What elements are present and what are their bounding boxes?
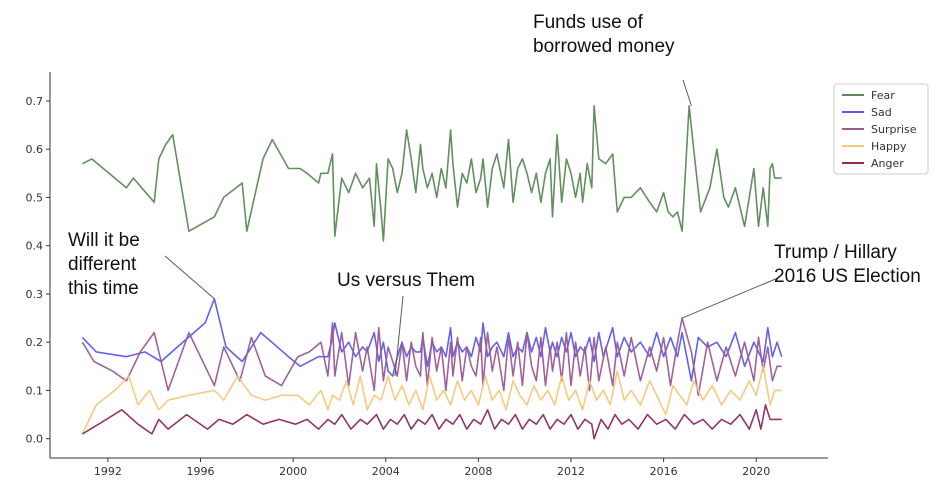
annotation-arrow [681,277,779,319]
x-tick-label: 1996 [187,465,215,478]
legend-label: Happy [871,140,907,153]
y-tick-label: 0.7 [26,95,44,108]
annotation-arrow [164,255,215,300]
annotation-text: this time [68,278,139,299]
annotation-arrow [394,295,404,377]
x-tick-label: 2016 [650,465,678,478]
legend-label: Sad [871,106,892,119]
series-line-sad [81,297,783,382]
series-line-surprise [81,317,782,397]
annotation-text: borrowed money [533,36,675,57]
series-line-happy [81,365,782,435]
x-tick-label: 2000 [279,465,307,478]
annotation-text: Trump / Hillary [774,242,897,263]
annotations: Funds use of borrowed money Will it be diff… [68,12,921,377]
legend-label: Fear [871,89,895,102]
y-tick-label: 0.1 [26,384,44,397]
y-tick-label: 0.3 [26,288,44,301]
y-tick-label: 0.5 [26,191,44,204]
annotation-arrow [682,79,692,106]
legend-label: Surprise [871,123,917,136]
legend-label: Anger [871,157,904,170]
series-line-anger [81,404,782,440]
x-tick-label: 2012 [557,465,585,478]
y-tick-label: 0.2 [26,336,44,349]
legend: Fear Sad Surprise Happy Anger [833,83,929,175]
y-tick-label: 0.0 [26,433,44,446]
y-tick-label: 0.4 [26,240,44,253]
annotation-text: Will it be [68,230,140,251]
series-line-fear [82,105,782,242]
annotation-text: Funds use of [533,12,644,33]
axes: 0.0 0.1 0.2 0.3 0.4 0.5 0.6 0.7 1992 1996 2000 2004… [26,72,828,478]
annotation-text: Us versus Them [337,270,475,291]
annotation-text: different [68,254,137,275]
x-tick-label: 2008 [464,465,492,478]
x-tick-label: 2004 [372,465,400,478]
legend-box [833,83,929,175]
x-tick-label: 1992 [94,465,122,478]
x-tick-label: 2020 [742,465,770,478]
y-tick-label: 0.6 [26,143,44,156]
annotation-text: 2016 US Election [774,266,921,287]
series-lines [81,105,783,440]
